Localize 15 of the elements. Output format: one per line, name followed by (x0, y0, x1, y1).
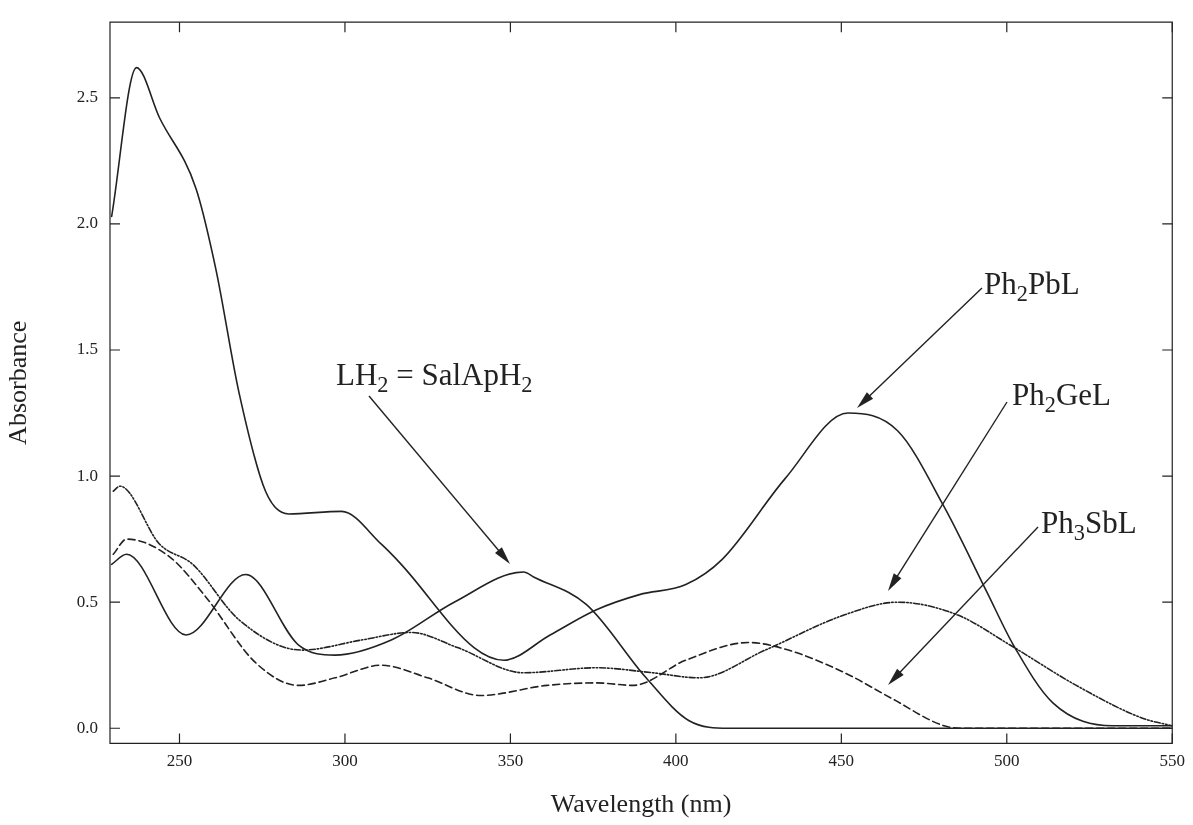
y-tick-label: 1.0 (76, 465, 98, 485)
x-tick-label: 500 (994, 751, 1020, 771)
x-tick-label: 450 (828, 751, 855, 771)
y-tick-label: 1.5 (76, 339, 98, 359)
x-axis-title: Wavelength (nm) (550, 789, 732, 819)
y-tick-label: 2.5 (76, 87, 98, 107)
y-tick-label: 0.5 (76, 591, 98, 611)
x-tick-label: 350 (497, 751, 524, 771)
y-axis-title: Absorbance (3, 320, 33, 445)
x-tick-label: 300 (332, 751, 358, 771)
x-tick-label: 250 (166, 751, 193, 771)
y-tick-label: 2.0 (76, 213, 98, 233)
x-tick-label: 550 (1159, 751, 1185, 771)
x-tick-label: 400 (663, 751, 689, 771)
y-tick-label: 0.0 (76, 717, 98, 737)
